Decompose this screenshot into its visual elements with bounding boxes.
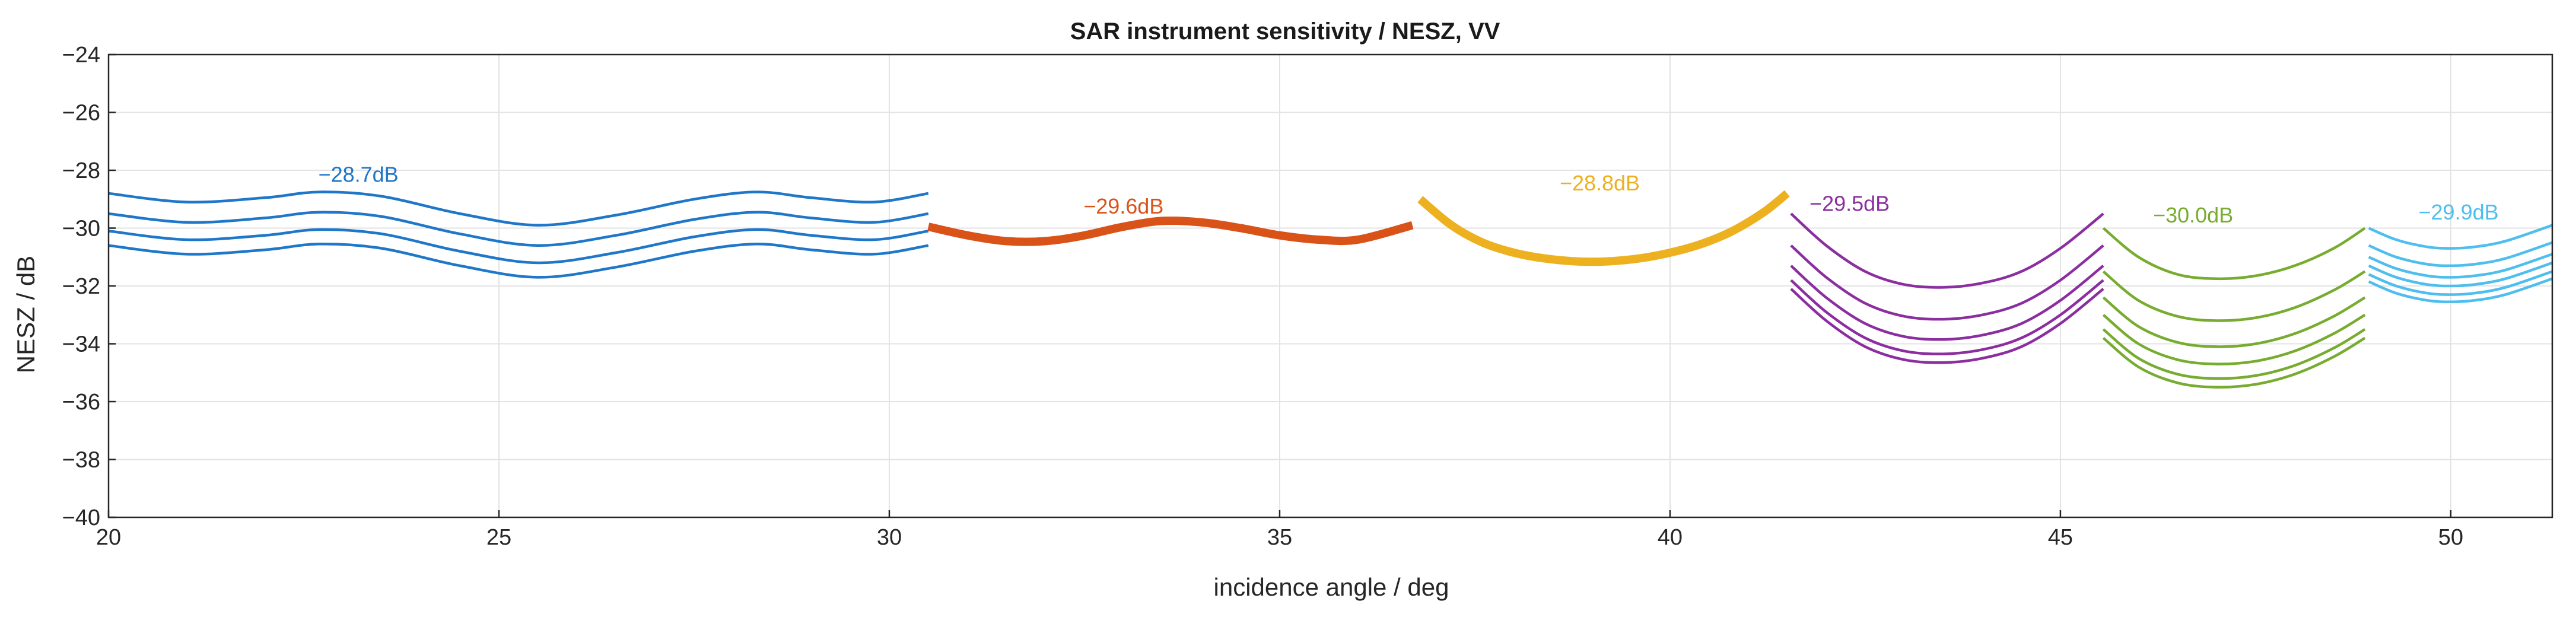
y-tick-label: −32	[62, 274, 100, 299]
beam-4-series-1	[1790, 212, 2104, 289]
beam-5-series-1	[2102, 227, 2366, 281]
x-tick-label: 50	[2438, 525, 2463, 550]
x-axis-label: incidence angle / deg	[1214, 573, 1449, 601]
beam-6-series-3	[2368, 253, 2553, 279]
beam-4-series-3	[1790, 265, 2104, 341]
beam-1-series-4	[108, 242, 929, 279]
beam-4-series-4	[1790, 279, 2104, 355]
beam-1-series-1	[108, 190, 929, 227]
beam-5-series-5	[2102, 328, 2366, 380]
beam-4-series-2	[1790, 244, 2104, 321]
x-tick-label: 25	[486, 525, 511, 550]
plot-frame	[107, 53, 2553, 519]
beam-1-annotation: −28.7dB	[319, 163, 399, 187]
beam-2-series-1	[927, 216, 1414, 246]
beam-6-series-5	[2368, 270, 2553, 296]
beam-6-series-1	[2368, 224, 2553, 250]
beam-5-annotation: −30.0dB	[2153, 203, 2233, 227]
beam-6-annotation: −29.9dB	[2419, 200, 2499, 224]
beam-6-series-4	[2368, 261, 2553, 288]
x-tick-label: 40	[1658, 525, 1683, 550]
beam-5-series-3	[2102, 296, 2366, 348]
x-tick-label: 45	[2048, 525, 2073, 550]
beam-5-series-4	[2102, 313, 2366, 365]
beam-1-series-2	[108, 211, 929, 247]
x-tick-label: 20	[96, 525, 121, 550]
beam-6-series-2	[2368, 241, 2553, 268]
y-tick-label: −30	[62, 217, 100, 241]
beam-2-annotation: −29.6dB	[1083, 194, 1163, 218]
x-tick-label: 30	[877, 525, 902, 550]
y-tick-label: −40	[62, 505, 100, 530]
beam-4-series-5	[1790, 288, 2104, 364]
beam-5-series-2	[2102, 270, 2366, 322]
y-tick-label: −28	[62, 158, 100, 183]
beam-5-series-6	[2102, 336, 2366, 389]
y-tick-label: −26	[62, 101, 100, 126]
y-tick-label: −36	[62, 390, 100, 415]
annotation-layer: −28.7dB −29.6dB −28.8dB −29.5dB −30.0dB −29.9…	[319, 163, 2499, 227]
beam-1-series-3	[108, 228, 929, 265]
beam-3-annotation: −28.8dB	[1560, 171, 1640, 195]
y-tick-label: −38	[62, 448, 100, 473]
series-layer	[108, 190, 2553, 389]
y-axis-label: NESZ / dB	[12, 256, 40, 373]
y-tick-label: −24	[62, 43, 100, 68]
y-tick-label: −34	[62, 332, 100, 357]
beam-6-series-6	[2368, 277, 2553, 304]
beam-4-annotation: −29.5dB	[1809, 191, 1890, 215]
x-tick-label: 35	[1267, 525, 1292, 550]
chart-title: SAR instrument sensitivity / NESZ, VV	[1070, 18, 1500, 44]
beam-3-series-1	[1417, 190, 1790, 266]
tick-label-layer: 20 25 30 35 40 45 50 −40 −38 −36 −34 −32 −30 −28 −26 −2…	[62, 43, 2464, 550]
